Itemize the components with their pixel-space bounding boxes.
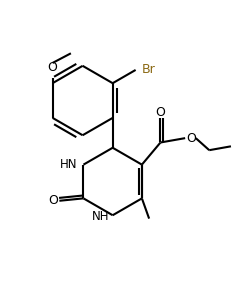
Text: O: O — [48, 61, 57, 74]
Text: O: O — [155, 106, 165, 119]
Text: O: O — [186, 132, 196, 145]
Text: Br: Br — [141, 63, 155, 76]
Text: NH: NH — [92, 210, 110, 223]
Text: O: O — [49, 194, 58, 207]
Text: HN: HN — [60, 158, 77, 171]
